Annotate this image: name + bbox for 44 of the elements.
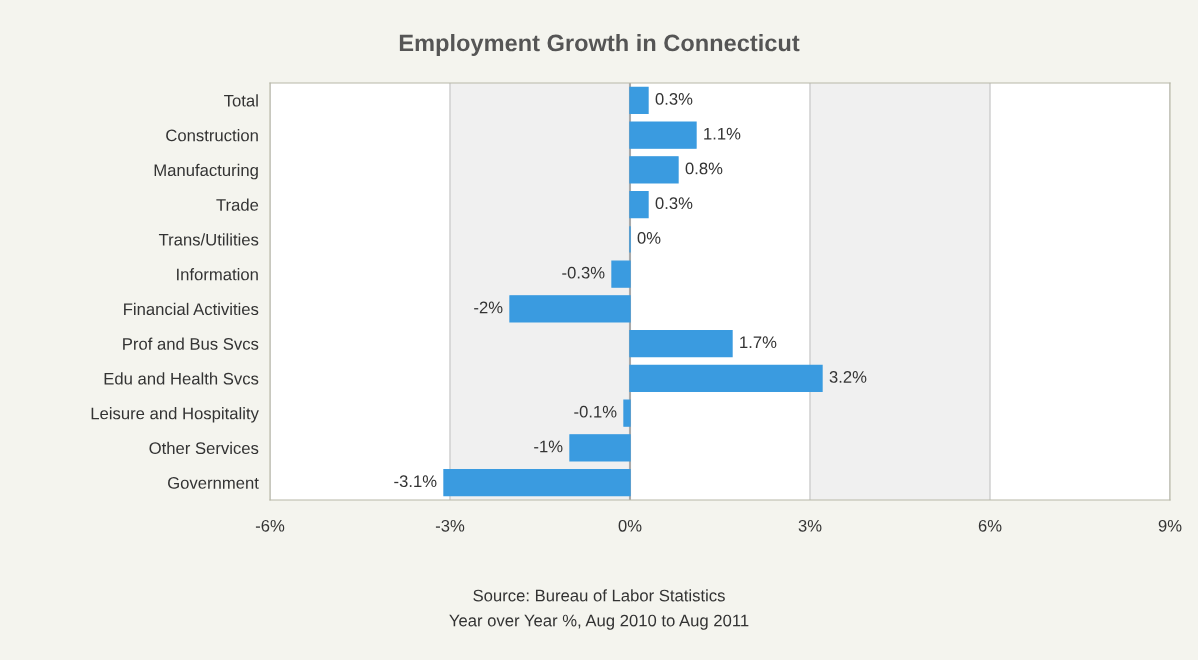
- bar: [629, 364, 823, 393]
- y-tick-label: Construction: [166, 129, 258, 142]
- data-label: 1.1%: [704, 127, 741, 140]
- data-label: 0.3%: [655, 93, 693, 105]
- bar: [611, 260, 631, 288]
- y-tick-label: Other Services: [149, 441, 259, 455]
- data-label: -0.1%: [574, 405, 617, 418]
- data-label: 0.8%: [685, 162, 723, 175]
- x-tick-label: 3%: [798, 519, 822, 532]
- chart-title: Employment Growth in Connecticut: [399, 34, 800, 56]
- x-tick-label: 6%: [978, 519, 1002, 532]
- bar: [629, 156, 679, 184]
- source-note: Source: Bureau of Labor Statistics: [473, 589, 725, 602]
- x-tick-label: 0%: [618, 519, 642, 532]
- y-tick-label: Edu and Health Svcs: [104, 372, 259, 385]
- x-tick-label: -6%: [255, 519, 285, 532]
- text: Year over Year %, Aug 2010 to Aug 2011: [449, 614, 749, 630]
- data-label: 0.3%: [655, 197, 693, 210]
- bar: [569, 434, 631, 462]
- data-label: -2%: [474, 301, 503, 314]
- bar: [629, 86, 649, 115]
- bar: [629, 190, 649, 219]
- y-tick-label: Information: [177, 268, 258, 281]
- bar: [629, 121, 697, 149]
- y-tick-label: Leisure and Hospitality: [91, 407, 259, 423]
- y-tick-label: Financial Activities: [124, 302, 259, 316]
- y-tick-label: Trans/Utilities: [158, 233, 259, 246]
- x-tick-label: -3%: [435, 519, 465, 532]
- bar: [629, 329, 733, 358]
- data-label: -0.3%: [562, 266, 605, 279]
- y-tick-label: Manufacturing: [154, 163, 258, 180]
- data-label: -3.1%: [394, 475, 437, 488]
- x-tick-label: 9%: [1158, 519, 1182, 532]
- y-tick-label: Trade: [216, 198, 259, 211]
- bar: [623, 399, 631, 427]
- bar: [509, 295, 631, 323]
- bar: [443, 468, 631, 497]
- data-label: 0%: [637, 232, 661, 244]
- data-label: -1%: [534, 440, 563, 453]
- data-label: 1.7%: [740, 336, 777, 349]
- y-tick-label: Prof and Bus Svcs: [123, 337, 259, 350]
- y-tick-label: Total: [224, 94, 258, 107]
- y-tick-label: Government: [168, 477, 259, 489]
- data-label: 3.2%: [829, 371, 867, 383]
